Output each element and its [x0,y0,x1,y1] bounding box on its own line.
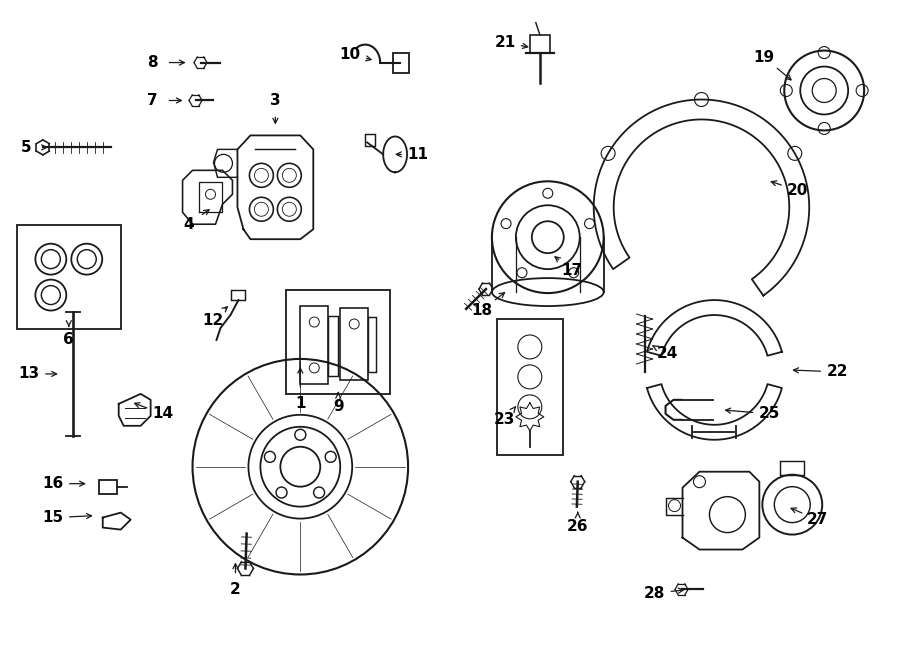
Bar [301,306,328,384]
Bar [393,52,410,73]
Text: 11: 11 [408,147,428,162]
Text: 28: 28 [644,586,665,601]
Text: 2: 2 [230,582,241,597]
Bar [99,480,117,494]
Text: 14: 14 [152,406,173,421]
Text: 24: 24 [657,346,679,361]
Text: 16: 16 [42,476,64,491]
Bar [530,34,550,52]
Text: 27: 27 [806,512,828,527]
Text: 26: 26 [567,519,589,534]
Bar [780,461,805,475]
Bar [286,290,390,394]
Text: 5: 5 [21,140,32,155]
Bar [231,290,246,300]
Text: 18: 18 [472,303,492,318]
Text: 19: 19 [754,50,775,65]
Bar [368,317,376,372]
Text: 7: 7 [148,93,157,108]
Bar [340,308,368,380]
Text: 20: 20 [787,183,808,198]
Bar [497,319,562,455]
Text: 25: 25 [759,406,780,421]
Text: 10: 10 [339,47,361,62]
Text: 17: 17 [562,263,582,277]
Text: 21: 21 [494,35,516,50]
Text: 8: 8 [148,55,157,70]
Text: 4: 4 [184,216,194,232]
Bar [365,134,375,146]
Text: 13: 13 [18,366,40,381]
Text: 12: 12 [202,312,223,328]
Text: 22: 22 [826,364,848,379]
Text: 1: 1 [295,397,306,411]
Text: 6: 6 [63,332,74,348]
Bar [17,225,121,329]
Text: 9: 9 [333,399,344,414]
Text: 3: 3 [270,93,281,108]
Bar [328,316,338,376]
Text: 23: 23 [494,412,516,427]
Text: 15: 15 [42,510,63,525]
